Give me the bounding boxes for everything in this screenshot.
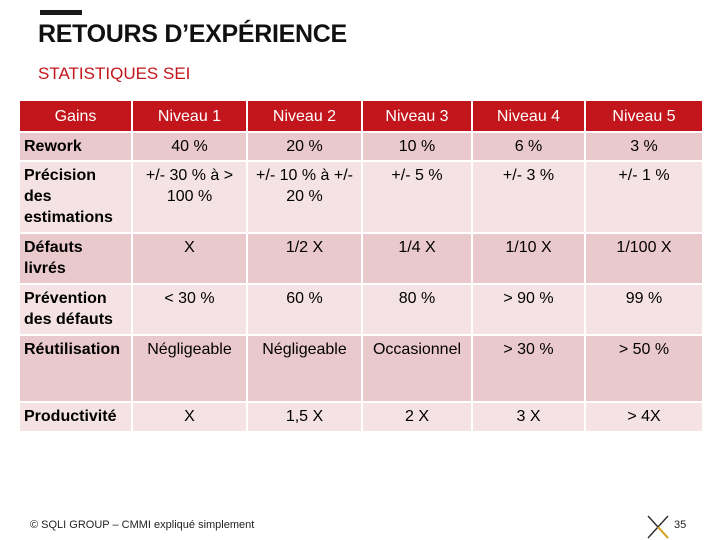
table-cell: < 30 % bbox=[131, 283, 248, 336]
sqli-cross-logo-icon bbox=[647, 515, 669, 539]
table-cell: 40 % bbox=[131, 131, 248, 162]
header-niveau-5: Niveau 5 bbox=[584, 99, 704, 133]
table-cell: Négligeable bbox=[131, 334, 248, 403]
table-cell: +/- 1 % bbox=[584, 160, 704, 234]
table-cell: 3 X bbox=[471, 401, 586, 433]
table-cell: 1/100 X bbox=[584, 232, 704, 285]
page-subtitle: STATISTIQUES SEI bbox=[38, 64, 191, 83]
table-cell: > 30 % bbox=[471, 334, 586, 403]
table-cell: 99 % bbox=[584, 283, 704, 336]
page-title: RETOURS D’EXPÉRIENCE bbox=[38, 20, 347, 48]
table-cell: X bbox=[131, 232, 248, 285]
table-cell: +/- 30 % à > 100 % bbox=[131, 160, 248, 234]
table-row: Rework 40 % 20 % 10 % 6 % 3 % bbox=[18, 131, 704, 162]
row-label: Réutilisation bbox=[18, 334, 133, 403]
table-cell: 1,5 X bbox=[246, 401, 363, 433]
table-row: Précision des estimations +/- 30 % à > 1… bbox=[18, 160, 704, 234]
table-cell: 20 % bbox=[246, 131, 363, 162]
header-gains: Gains bbox=[18, 99, 133, 133]
row-label: Prévention des défauts bbox=[18, 283, 133, 336]
row-label: Précision des estimations bbox=[18, 160, 133, 234]
table-cell: Occasionnel bbox=[361, 334, 473, 403]
header-niveau-4: Niveau 4 bbox=[471, 99, 586, 133]
statistics-table: Gains Niveau 1 Niveau 2 Niveau 3 Niveau … bbox=[18, 99, 704, 433]
table-row: Prévention des défauts < 30 % 60 % 80 % … bbox=[18, 283, 704, 336]
table-header-row: Gains Niveau 1 Niveau 2 Niveau 3 Niveau … bbox=[18, 99, 704, 133]
table-cell: 80 % bbox=[361, 283, 473, 336]
table-cell: +/- 3 % bbox=[471, 160, 586, 234]
table-cell: 10 % bbox=[361, 131, 473, 162]
row-label: Rework bbox=[18, 131, 133, 162]
table-cell: +/- 10 % à +/- 20 % bbox=[246, 160, 363, 234]
row-label: Productivité bbox=[18, 401, 133, 433]
table-cell: > 90 % bbox=[471, 283, 586, 336]
table-cell: > 50 % bbox=[584, 334, 704, 403]
table-cell: 1/10 X bbox=[471, 232, 586, 285]
table-cell: > 4X bbox=[584, 401, 704, 433]
table-cell: 60 % bbox=[246, 283, 363, 336]
table-cell: 3 % bbox=[584, 131, 704, 162]
row-label: Défauts livrés bbox=[18, 232, 133, 285]
title-accent-bar bbox=[40, 10, 82, 15]
table-row: Défauts livrés X 1/2 X 1/4 X 1/10 X 1/10… bbox=[18, 232, 704, 285]
table-cell: X bbox=[131, 401, 248, 433]
table-cell: 6 % bbox=[471, 131, 586, 162]
header-niveau-3: Niveau 3 bbox=[361, 99, 473, 133]
header-niveau-2: Niveau 2 bbox=[246, 99, 363, 133]
table-cell: +/- 5 % bbox=[361, 160, 473, 234]
footer-copyright: © SQLI GROUP – CMMI expliqué simplement bbox=[30, 519, 255, 531]
header-niveau-1: Niveau 1 bbox=[131, 99, 248, 133]
table-row: Réutilisation Négligeable Négligeable Oc… bbox=[18, 334, 704, 403]
table-cell: Négligeable bbox=[246, 334, 363, 403]
table-row: Productivité X 1,5 X 2 X 3 X > 4X bbox=[18, 401, 704, 433]
page-number: 35 bbox=[674, 519, 687, 531]
table-cell: 1/2 X bbox=[246, 232, 363, 285]
table-cell: 1/4 X bbox=[361, 232, 473, 285]
table-cell: 2 X bbox=[361, 401, 473, 433]
